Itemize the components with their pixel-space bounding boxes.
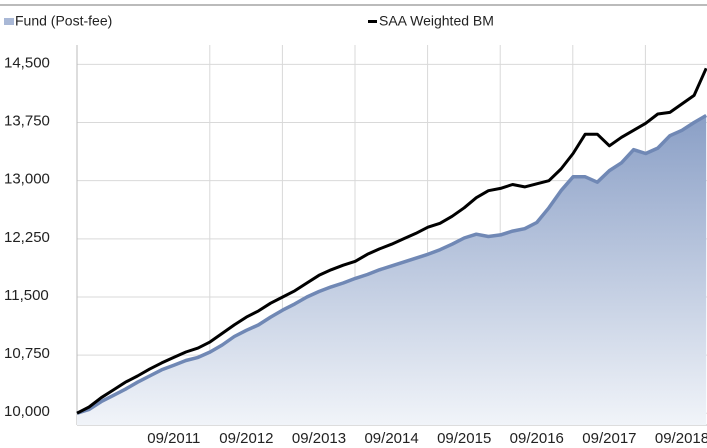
legend-swatch	[4, 18, 14, 25]
y-tick-label: 10,750	[4, 345, 50, 362]
legend-label: SAA Weighted BM	[379, 13, 494, 29]
legend-label: Fund (Post-fee)	[15, 13, 112, 29]
y-tick-label: 13,750	[4, 112, 50, 129]
y-tick-label: 12,250	[4, 229, 50, 246]
x-tick-label: 09/2018	[655, 430, 707, 447]
y-tick-label: 10,000	[4, 403, 50, 420]
y-tick-label: 13,000	[4, 171, 50, 188]
y-tick-label: 14,500	[4, 54, 50, 71]
x-tick-label: 09/2013	[292, 430, 346, 447]
line	[76, 67, 707, 415]
x-tick-label: 09/2012	[219, 430, 273, 447]
x-tick-label: 09/2015	[437, 430, 491, 447]
area	[77, 115, 707, 425]
y-tick-label: 11,500	[4, 287, 49, 304]
legend-swatch	[368, 20, 377, 23]
area-line	[76, 113, 707, 415]
x-tick-label: 09/2011	[147, 430, 200, 447]
x-tick-label: 09/2017	[582, 430, 636, 447]
x-tick-label: 09/2014	[364, 430, 418, 447]
x-tick-label: 09/2016	[510, 430, 564, 447]
